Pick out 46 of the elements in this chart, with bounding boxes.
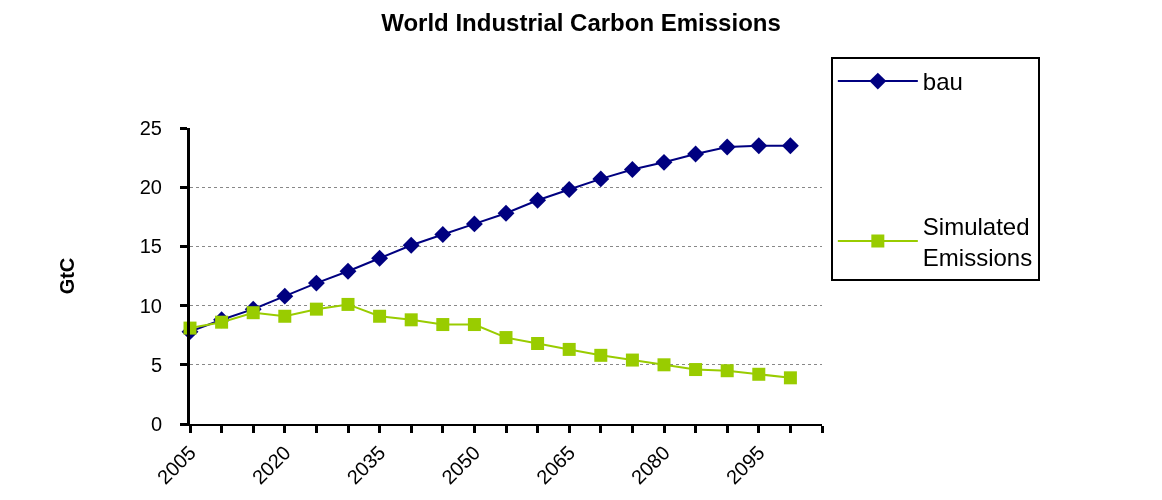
y-tick-label: 10: [139, 294, 162, 317]
point: [371, 249, 389, 267]
point: [781, 137, 799, 155]
point: [465, 215, 483, 233]
point: [434, 226, 452, 244]
point: [655, 153, 673, 171]
point: [531, 336, 545, 350]
chart-title: World Industrial Carbon Emissions: [381, 8, 781, 36]
legend-label: Simulated Emissions: [922, 212, 1033, 271]
point: [404, 313, 418, 327]
y-tick-label: 5: [150, 353, 162, 376]
point: [689, 363, 703, 377]
point: [246, 306, 260, 320]
y-tick-label: 25: [139, 117, 162, 139]
y-axis-title: GtC: [56, 257, 79, 295]
point: [592, 170, 610, 188]
point: [720, 364, 734, 378]
point: [309, 302, 323, 316]
point: [339, 262, 357, 280]
point: [467, 318, 481, 332]
point: [497, 204, 515, 222]
y-tick-label: 15: [139, 235, 162, 258]
point: [594, 348, 608, 362]
point: [402, 236, 420, 254]
point: [276, 287, 294, 305]
point: [499, 331, 513, 345]
legend-label: bau: [922, 68, 963, 96]
point: [718, 138, 736, 156]
point: [752, 367, 766, 381]
point: [562, 342, 576, 356]
point: [529, 191, 547, 209]
point: [783, 371, 797, 385]
point: [341, 297, 355, 311]
point: [750, 137, 768, 155]
point: [560, 181, 578, 199]
point: [657, 358, 671, 372]
point: [215, 315, 229, 329]
point: [307, 274, 325, 292]
point: [623, 160, 641, 178]
point: [373, 309, 387, 323]
y-tick-label: 20: [139, 176, 162, 199]
point: [278, 309, 292, 323]
point: [436, 318, 450, 332]
point: [625, 353, 639, 367]
y-tick-label: 0: [150, 413, 162, 435]
point: [687, 145, 705, 163]
